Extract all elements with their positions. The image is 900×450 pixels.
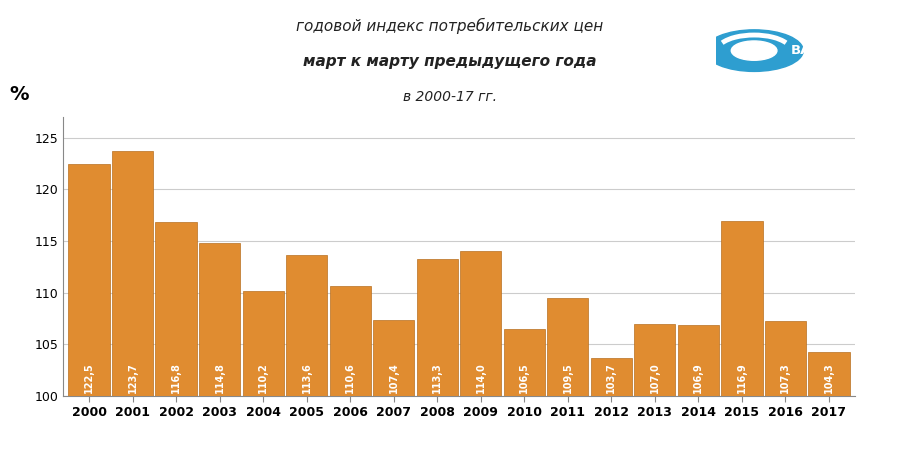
Bar	[242, 291, 284, 396]
Text: 106,5: 106,5	[519, 362, 529, 393]
Text: 113,6: 113,6	[302, 362, 311, 393]
Text: 116,9: 116,9	[737, 362, 747, 393]
Text: 107,3: 107,3	[780, 362, 790, 393]
Text: 114,0: 114,0	[476, 362, 486, 393]
Bar	[634, 324, 676, 396]
Text: 116,8: 116,8	[171, 362, 181, 393]
Text: 123,7: 123,7	[128, 362, 138, 393]
Text: годовой индекс потребительских цен: годовой индекс потребительских цен	[296, 18, 604, 34]
Bar	[721, 221, 762, 396]
Text: 109,5: 109,5	[562, 362, 572, 393]
Bar	[68, 163, 110, 396]
Circle shape	[732, 41, 777, 60]
Bar	[678, 325, 719, 396]
Text: 104,3: 104,3	[824, 362, 834, 393]
Text: BANKIROS: BANKIROS	[791, 44, 868, 57]
Text: 113,3: 113,3	[432, 362, 442, 393]
Bar	[417, 259, 458, 396]
Text: 114,8: 114,8	[215, 362, 225, 393]
Text: 122,5: 122,5	[84, 362, 94, 393]
Text: март к марту предыдущего года: март к марту предыдущего года	[303, 54, 597, 69]
Text: в 2000-17 гг.: в 2000-17 гг.	[403, 90, 497, 104]
Bar	[286, 256, 328, 396]
Bar	[765, 320, 806, 396]
Bar	[374, 320, 414, 396]
Bar	[112, 151, 153, 396]
Bar	[504, 329, 544, 396]
Bar	[808, 351, 850, 396]
Circle shape	[705, 30, 803, 72]
Text: 106,9: 106,9	[693, 362, 703, 393]
Circle shape	[688, 22, 821, 79]
Text: 103,7: 103,7	[607, 362, 616, 393]
Text: %: %	[10, 85, 29, 104]
Bar	[590, 358, 632, 396]
Bar	[329, 287, 371, 396]
Text: 110,2: 110,2	[258, 362, 268, 393]
Bar	[547, 298, 589, 396]
Bar	[156, 222, 197, 396]
Text: 107,4: 107,4	[389, 362, 399, 393]
Text: 107,0: 107,0	[650, 362, 660, 393]
Bar	[199, 243, 240, 396]
Bar	[460, 252, 501, 396]
Text: 110,6: 110,6	[346, 362, 356, 393]
